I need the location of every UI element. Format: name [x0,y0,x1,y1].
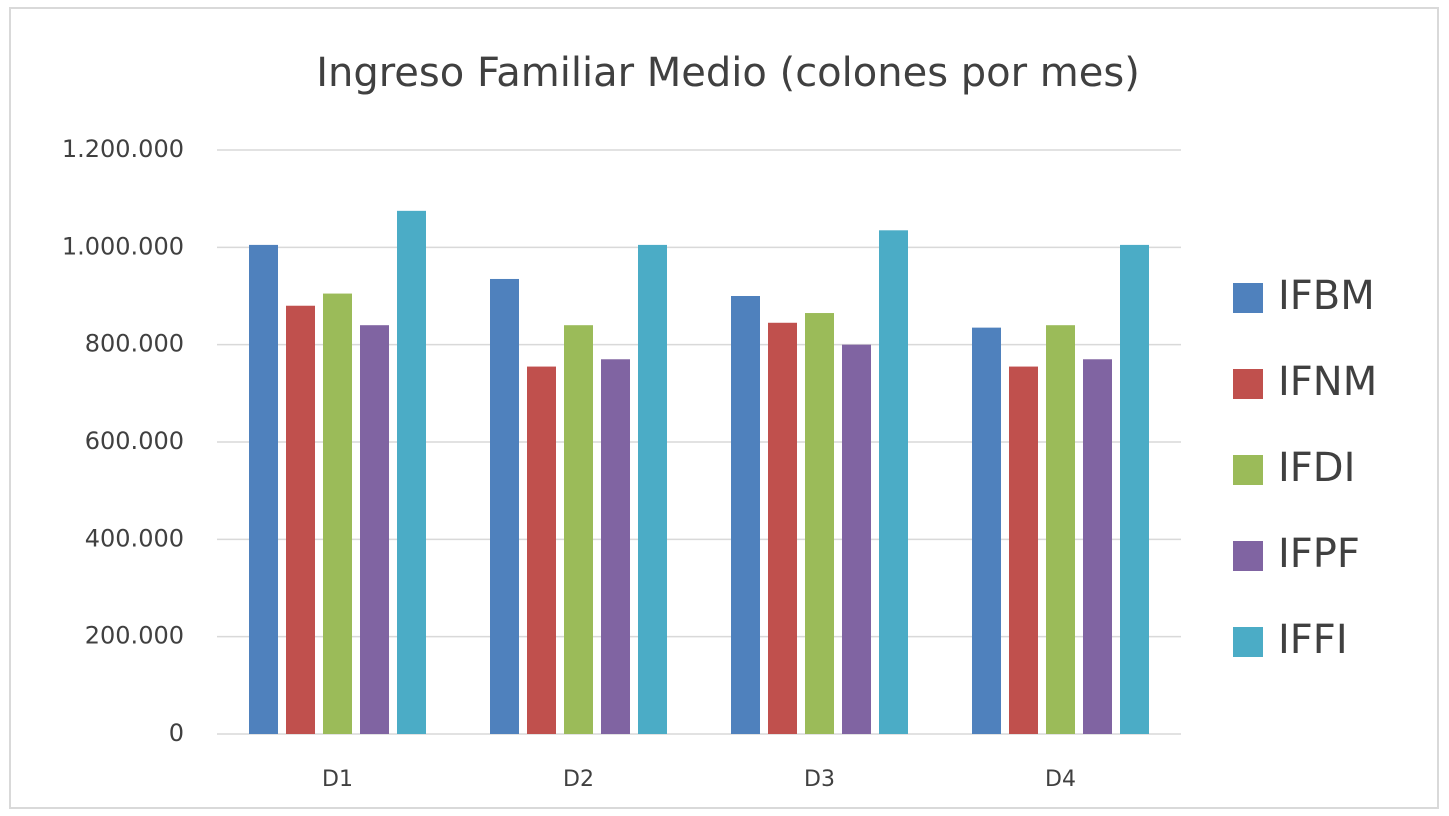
bar [490,278,519,734]
legend-swatch [1233,455,1263,485]
y-tick-label: 200.000 [85,622,184,650]
bar [879,230,908,735]
bar [1046,325,1075,734]
x-tick-label: D4 [1045,767,1076,792]
legend-swatch [1233,283,1263,313]
chart-border [9,7,1439,809]
bar [527,366,556,734]
legend-label: IFBM [1278,273,1375,319]
chart-title: Ingreso Familiar Medio (colones por mes) [316,50,1140,96]
y-tick-label: 600.000 [85,427,184,455]
legend-label: IFNM [1278,359,1377,405]
bar [842,344,871,734]
bar [286,305,315,734]
x-tick-label: D1 [322,767,353,792]
y-tick-label: 1.200.000 [62,135,184,163]
legend-label: IFFI [1278,617,1348,663]
y-tick-label: 1.000.000 [62,232,184,260]
legend-swatch [1233,627,1263,657]
bar [249,244,278,734]
bar [1120,244,1149,734]
bar [805,313,834,734]
bar [972,327,1001,734]
bar [323,293,352,734]
bar [1083,359,1112,734]
y-tick-label: 400.000 [85,524,184,552]
bar [768,322,797,734]
bar [731,296,760,734]
bar [638,244,667,734]
y-tick-label: 0 [169,719,184,747]
legend-swatch [1233,541,1263,571]
x-tick-label: D3 [804,767,835,792]
bar [397,210,426,735]
bar [564,325,593,734]
bar [601,359,630,734]
legend-label: IFPF [1278,531,1360,577]
legend-label: IFDI [1278,445,1355,491]
bar [1009,366,1038,734]
bar [360,325,389,734]
y-tick-label: 800.000 [85,330,184,358]
legend-swatch [1233,369,1263,399]
x-tick-label: D2 [563,767,594,792]
